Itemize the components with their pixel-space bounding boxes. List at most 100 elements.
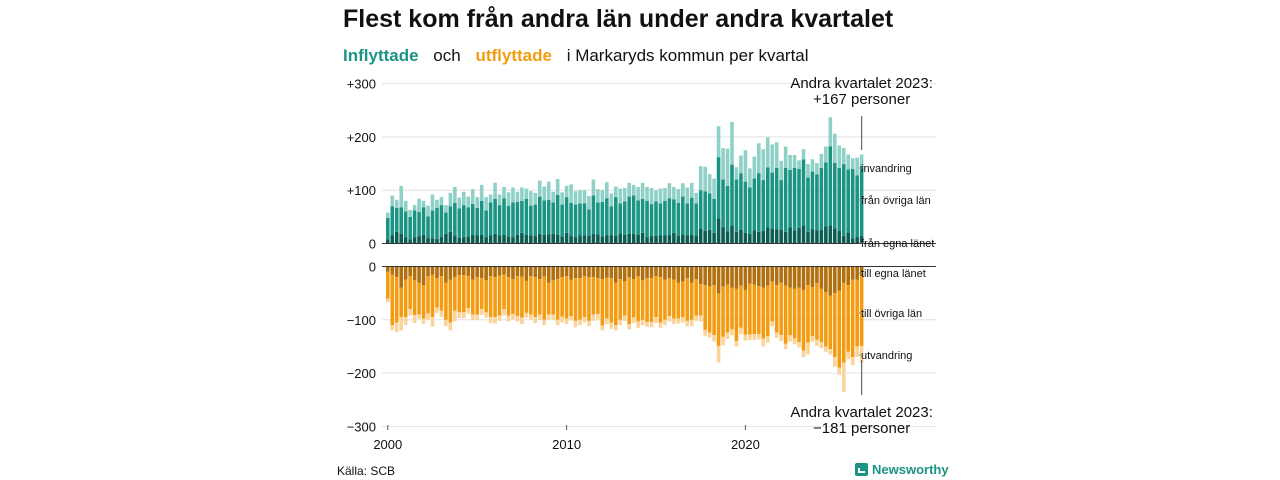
bar-in-other: [596, 202, 600, 235]
bar-out-emig: [788, 335, 792, 342]
bar-out-own: [761, 266, 766, 288]
highlight-label-bottom-line1: Andra kvartalet 2023:: [790, 404, 933, 421]
bar-out-other: [515, 276, 520, 317]
bar-out-own: [435, 266, 439, 279]
bar-in-immig: [591, 179, 596, 196]
bar-out-own: [537, 266, 542, 280]
bar-out-own: [600, 266, 605, 280]
bar-in-own: [448, 231, 453, 244]
bar-in-other: [672, 199, 676, 233]
bar-out-other: [850, 279, 855, 358]
bar-in-immig: [689, 182, 694, 198]
bar-in-own: [627, 233, 631, 244]
bar-out-emig: [506, 315, 511, 322]
bar-out-emig: [681, 317, 685, 323]
bar-out-emig: [658, 322, 663, 328]
bar-in-other: [515, 201, 520, 235]
bar-out-other: [815, 283, 819, 340]
bar-in-other: [730, 164, 734, 226]
bar-in-own: [613, 236, 618, 244]
bar-out-other: [408, 276, 412, 310]
bar-in-other: [457, 208, 462, 238]
bar-in-other: [426, 216, 430, 238]
bar-out-own: [475, 266, 479, 278]
bar-out-emig: [551, 314, 555, 320]
bar-in-own: [757, 231, 761, 244]
bar-in-own: [511, 237, 515, 244]
bar-out-other: [654, 276, 658, 318]
bar-out-own: [815, 266, 819, 284]
bar-out-other: [573, 278, 578, 321]
bar-out-other: [707, 286, 712, 333]
bar-in-immig: [846, 154, 851, 170]
bar-in-immig: [587, 196, 591, 210]
bar-in-other: [488, 202, 493, 236]
bar-out-emig: [555, 319, 560, 326]
bar-out-emig: [765, 336, 770, 343]
bar-in-other: [819, 167, 824, 230]
bar-in-other: [448, 206, 453, 232]
bar-in-other: [631, 195, 636, 234]
bar-out-own: [819, 266, 824, 289]
bar-out-other: [461, 275, 466, 313]
bar-in-own: [654, 236, 658, 244]
bar-out-emig: [497, 315, 502, 321]
bar-in-own: [605, 235, 609, 244]
bar-in-immig: [435, 199, 439, 208]
bar-in-immig: [757, 143, 761, 174]
bar-in-own: [546, 234, 551, 244]
bar-in-other: [658, 203, 663, 236]
bar-in-immig: [426, 205, 430, 217]
bar-out-own: [394, 266, 399, 278]
bar-in-own: [533, 236, 538, 244]
bar-in-own: [824, 226, 828, 244]
series-label-in: invandring: [861, 163, 912, 175]
bar-out-other: [569, 279, 573, 317]
bar-in-other: [560, 204, 564, 237]
bar-out-own: [587, 266, 591, 278]
bar-out-emig: [761, 338, 766, 347]
bar-out-own: [573, 266, 578, 279]
bar-in-immig: [394, 199, 399, 208]
bar-out-emig: [672, 318, 676, 325]
bar-in-other: [712, 198, 716, 233]
bar-in-other: [743, 181, 748, 233]
bar-out-own: [734, 266, 739, 289]
bar-out-emig: [627, 324, 631, 330]
chart-logo-icon: [855, 463, 868, 476]
bar-out-own: [506, 266, 511, 278]
bar-in-immig: [622, 188, 627, 202]
bar-out-other: [542, 276, 547, 320]
bar-in-own: [430, 238, 435, 244]
bar-in-immig: [511, 187, 515, 203]
bar-out-other: [403, 279, 408, 318]
bar-out-emig: [819, 342, 824, 349]
bar-in-immig: [502, 187, 506, 199]
bar-in-other: [716, 157, 721, 219]
bar-out-own: [618, 266, 623, 280]
bar-out-own: [667, 266, 672, 279]
bar-out-other: [752, 284, 757, 335]
bar-out-other: [627, 277, 631, 325]
bar-in-own: [390, 235, 395, 244]
bar-in-other: [725, 185, 730, 232]
bar-in-other: [783, 167, 788, 232]
bar-in-other: [613, 197, 618, 237]
bar-in-immig: [765, 137, 770, 168]
bar-out-own: [743, 266, 748, 290]
y-tick-label-top: +300: [347, 77, 376, 92]
bar-in-immig: [390, 195, 395, 207]
bar-in-own: [578, 235, 582, 244]
bar-out-own: [658, 266, 663, 278]
bar-in-own: [810, 229, 815, 244]
bar-out-own: [694, 266, 699, 280]
bar-in-other: [591, 195, 596, 234]
bar-in-own: [524, 234, 529, 244]
bar-out-other: [551, 280, 555, 315]
bar-in-other: [386, 217, 390, 240]
bar-in-immig: [631, 184, 636, 196]
bar-in-own: [631, 233, 636, 244]
bar-out-emig: [417, 314, 421, 319]
bar-in-other: [546, 199, 551, 235]
